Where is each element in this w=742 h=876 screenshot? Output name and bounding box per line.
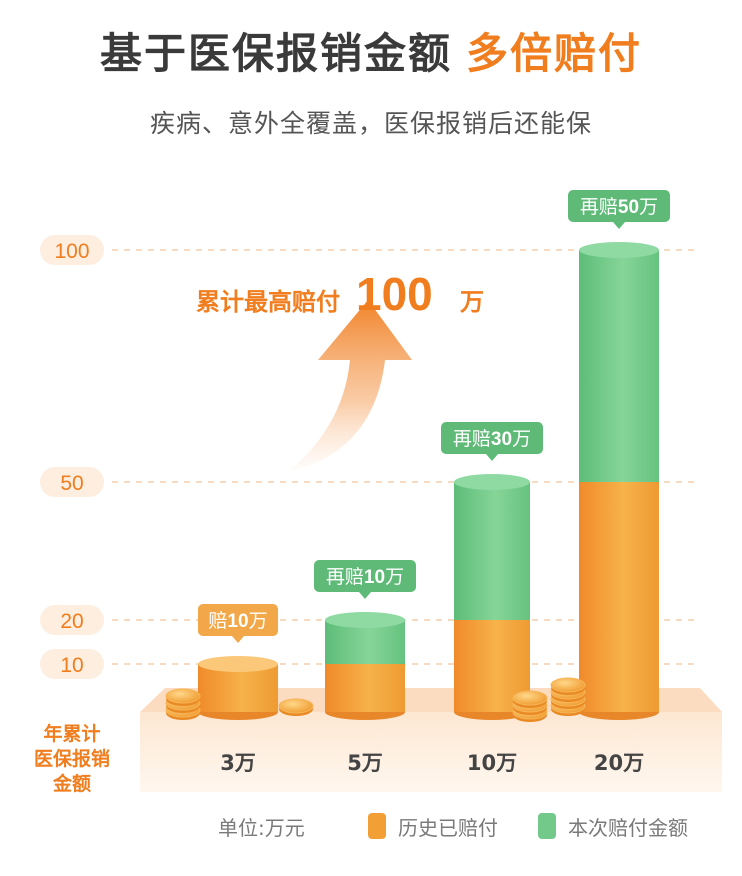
y-tick-20: 20 xyxy=(60,610,83,633)
bar-current-2 xyxy=(454,482,530,620)
growth-arrow xyxy=(290,300,412,470)
data-label-3: 再赔50万 xyxy=(568,190,670,229)
data-label-number-1: 10 xyxy=(364,567,385,588)
y-tick-bg-10 xyxy=(40,649,104,679)
unit-label: 单位:万元 xyxy=(218,816,305,840)
y-axis-title-line-0: 年累计 xyxy=(43,722,100,745)
data-label-bg-0 xyxy=(198,604,278,636)
data-label-prefix-2: 再赔 xyxy=(453,428,491,450)
data-label-text-2: 再赔30万 xyxy=(453,428,531,450)
x-tick-0: 3万 xyxy=(220,751,256,775)
y-tick-10: 10 xyxy=(60,654,83,677)
coin-stack-1 xyxy=(278,698,314,716)
data-label-text-3: 再赔50万 xyxy=(580,196,658,218)
data-label-text-0: 赔10万 xyxy=(208,610,267,632)
platform-front xyxy=(140,712,722,792)
data-label-number-3: 50 xyxy=(618,197,639,218)
bar-history-1 xyxy=(325,664,405,712)
data-label-pointer-2 xyxy=(486,454,498,461)
coin-stack-2 xyxy=(512,690,548,722)
data-label-bg-1 xyxy=(314,560,416,592)
legend-item-current: 本次赔付金额 xyxy=(538,812,688,841)
coin-face xyxy=(550,677,586,693)
data-label-1: 再赔10万 xyxy=(314,560,416,599)
y-tick-bg-100 xyxy=(40,235,104,265)
y-tick-bg-50 xyxy=(40,467,104,497)
x-tick-2: 10万 xyxy=(467,751,517,775)
bar-top-1 xyxy=(325,612,405,628)
bar-top-3 xyxy=(579,242,659,258)
data-label-suffix-2: 万 xyxy=(512,428,531,450)
y-tick-50: 50 xyxy=(60,472,83,495)
coin-stack-0 xyxy=(165,688,201,720)
data-label-suffix-3: 万 xyxy=(639,196,658,218)
legend-swatch-history xyxy=(368,812,386,839)
legend-swatch-current xyxy=(538,812,556,839)
legend-item-history: 历史已赔付 xyxy=(368,812,498,841)
data-label-number-2: 30 xyxy=(491,429,512,450)
coin-face xyxy=(165,688,201,704)
y-tick-100: 100 xyxy=(54,240,89,263)
bar-history-3 xyxy=(579,482,659,712)
data-label-prefix-3: 再赔 xyxy=(580,196,618,218)
data-label-pointer-1 xyxy=(359,592,371,599)
coin-face xyxy=(278,698,314,714)
annotation-suffix: 万 xyxy=(460,288,484,316)
annotation-text: 累计最高赔付 xyxy=(196,288,340,316)
data-label-bg-2 xyxy=(441,422,543,454)
data-label-bg-3 xyxy=(568,190,670,222)
data-label-suffix-1: 万 xyxy=(385,566,404,588)
bar-top-2 xyxy=(454,474,530,490)
x-tick-1: 5万 xyxy=(347,751,383,775)
data-label-number-0: 10 xyxy=(227,611,248,632)
data-label-0: 赔10万 xyxy=(198,604,278,643)
data-label-pointer-3 xyxy=(613,222,625,229)
title-main: 基于医保报销金额 xyxy=(99,29,452,78)
coin-face xyxy=(512,690,548,706)
data-label-text-1: 再赔10万 xyxy=(326,566,404,588)
y-tick-bg-20 xyxy=(40,605,104,635)
coin-stack-3 xyxy=(550,677,586,716)
data-label-pointer-0 xyxy=(232,636,244,643)
data-label-suffix-0: 万 xyxy=(249,610,268,632)
data-label-2: 再赔30万 xyxy=(441,422,543,461)
y-axis-title-line-1: 医保报销 xyxy=(34,747,110,770)
data-label-prefix-1: 再赔 xyxy=(326,566,364,588)
bar-top-0 xyxy=(198,656,278,672)
x-tick-3: 20万 xyxy=(594,751,644,775)
data-label-prefix-0: 赔 xyxy=(208,610,227,632)
title-accent: 多倍赔付 xyxy=(466,29,643,78)
y-axis-title-line-2: 金额 xyxy=(52,772,91,795)
annotation-number: 100 xyxy=(356,268,433,320)
page-subtitle: 疾病、意外全覆盖，医保报销后还能保 xyxy=(149,109,592,138)
legend-label-history: 历史已赔付 xyxy=(398,816,498,840)
bar-current-3 xyxy=(579,250,659,482)
page-title: 基于医保报销金额 多倍赔付 xyxy=(0,20,742,81)
legend-label-current: 本次赔付金额 xyxy=(568,816,688,840)
